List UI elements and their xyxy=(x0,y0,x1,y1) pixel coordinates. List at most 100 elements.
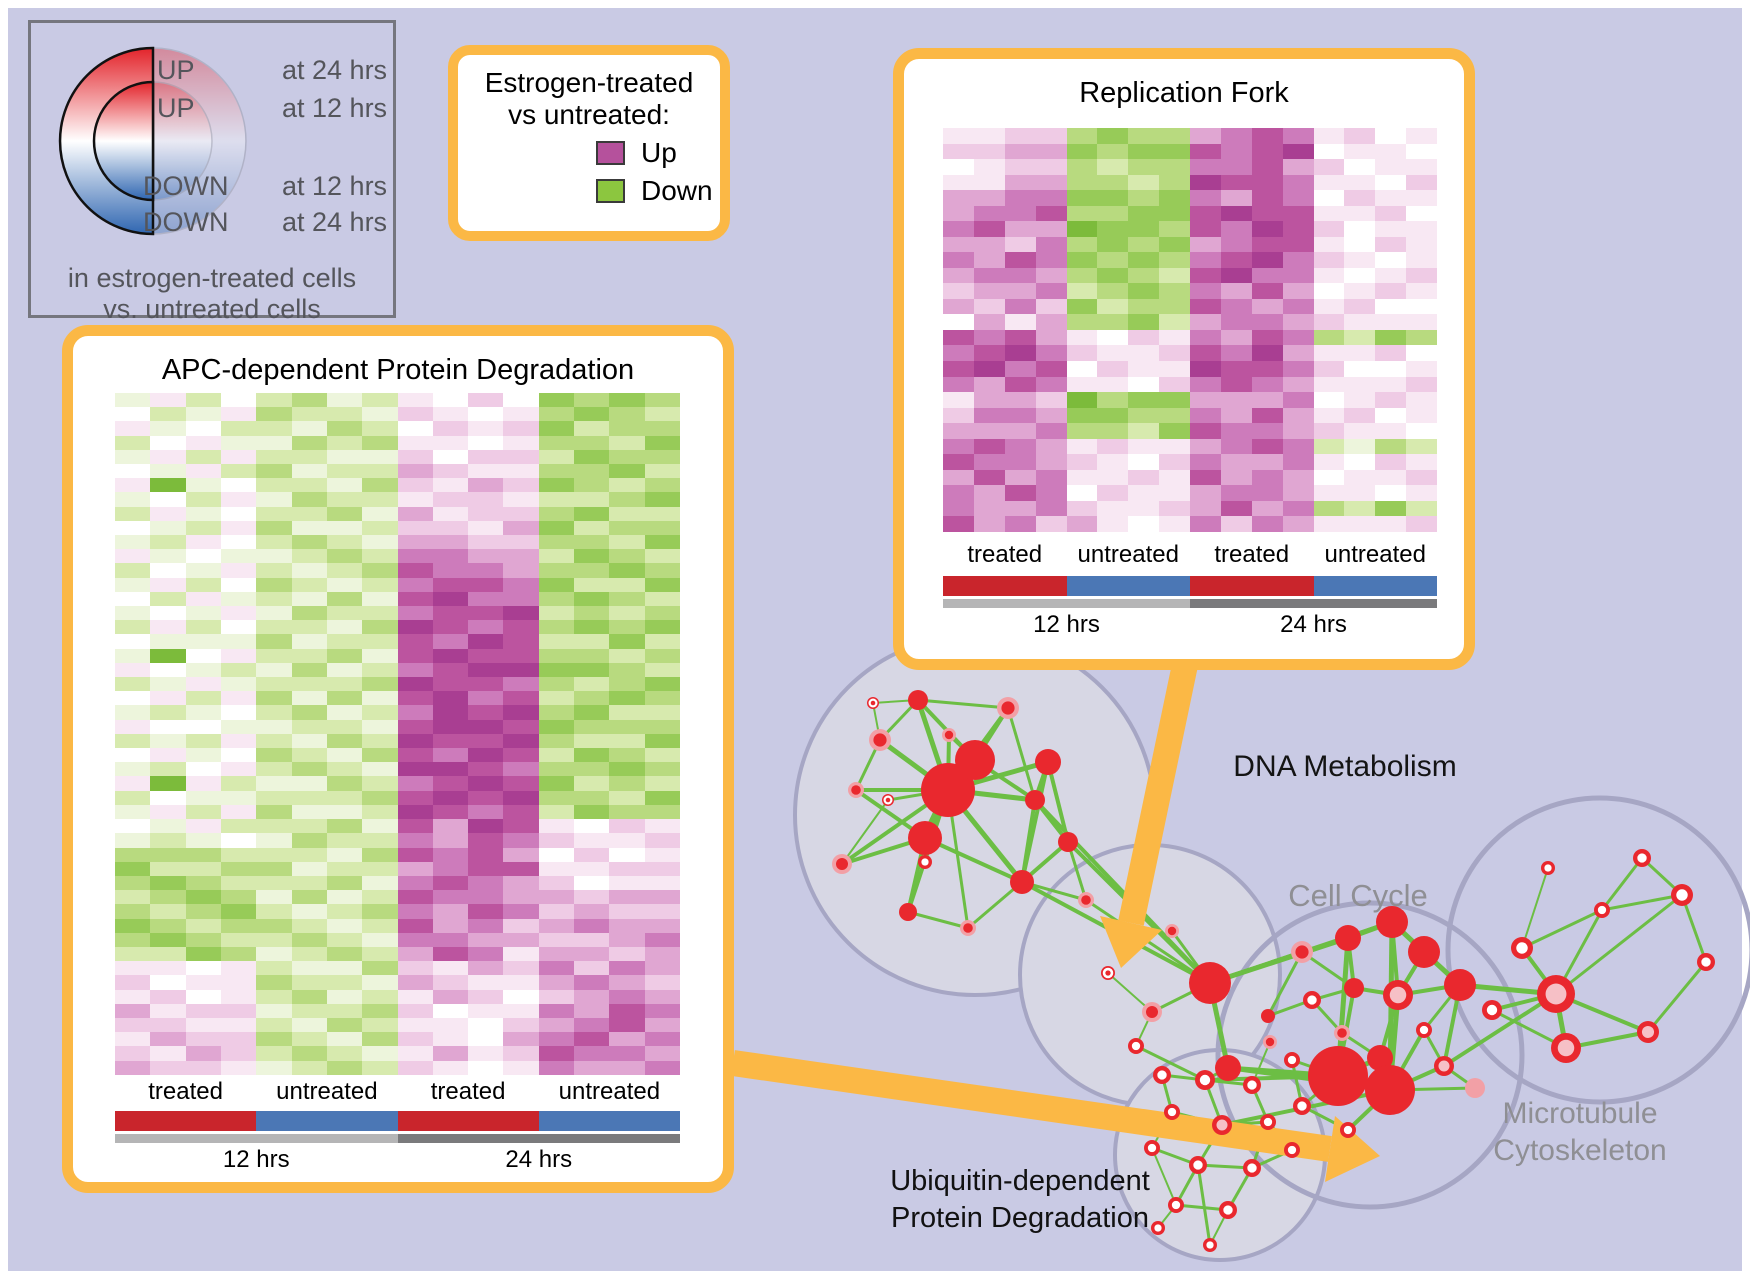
gene-node-ring-center xyxy=(1263,1117,1273,1127)
network-edge xyxy=(1521,867,1549,949)
inner-circle-left-half xyxy=(92,80,155,202)
gene-node-ring-center xyxy=(1516,942,1528,954)
legend-row-down-24: DOWN at 24 hrs xyxy=(143,207,387,238)
gene-node-solid xyxy=(1365,1065,1415,1115)
replication-fork-title: Replication Fork xyxy=(1079,77,1289,109)
gene-node-ring-center xyxy=(1486,1004,1498,1016)
direction-label: UP xyxy=(157,93,195,123)
down-color-swatch xyxy=(596,179,625,203)
gene-node-ring-center xyxy=(1544,864,1552,872)
replication-fork-condition-bars xyxy=(943,576,1437,596)
gene-node-halo-core xyxy=(873,733,887,747)
gene-node-pink xyxy=(1465,1078,1485,1098)
time-label: at 24 hrs xyxy=(282,55,388,85)
gene-node-ring-center xyxy=(1147,1143,1157,1153)
gene-node-solid xyxy=(1010,870,1034,894)
gene-node-ring-center xyxy=(1171,1200,1181,1210)
gene-node-ring-center xyxy=(1307,995,1317,1005)
gene-node-solid xyxy=(1376,906,1408,938)
direction-label: DOWN xyxy=(143,207,229,237)
gene-node-ring-center xyxy=(1193,1160,1203,1170)
ubiquitin-label-line1: Ubiquitin-dependent xyxy=(890,1165,1150,1197)
gene-node-solid xyxy=(1335,925,1361,951)
time-label: at 12 hrs xyxy=(282,93,388,123)
gene-node-ring-center xyxy=(1247,1080,1257,1090)
updown-color-legend: Estrogen-treated vs untreated: Up Down xyxy=(448,45,730,241)
gene-node-ring-center xyxy=(1297,1101,1307,1111)
up-color-swatch xyxy=(596,141,625,165)
network-edge xyxy=(1151,1147,1177,1206)
network-edge xyxy=(1197,1163,1253,1170)
up-label: Up xyxy=(641,137,677,168)
flow-arrow-shaft xyxy=(731,1050,1332,1162)
apc-degradation-heatmap xyxy=(115,393,680,1075)
network-edge xyxy=(924,836,1023,884)
updown-legend-title-line1: Estrogen-treated xyxy=(484,67,694,98)
time-direction-legend: UP at 24 hrs UP at 12 hrs DOWN at 12 hrs… xyxy=(28,20,396,324)
gene-node-solid xyxy=(921,763,975,817)
gene-node-solid xyxy=(1344,978,1364,998)
network-edge xyxy=(1442,992,1558,1068)
gene-node-ring-center xyxy=(1206,1241,1214,1249)
gene-node-halo-core xyxy=(1295,945,1309,959)
network-edge xyxy=(1006,707,1037,801)
network-edge xyxy=(1033,798,1212,985)
network-edge xyxy=(917,698,1009,710)
apc-time-bars xyxy=(115,1134,680,1143)
gene-node-ring-center xyxy=(1287,1145,1297,1155)
ubiquitin-label-line2: Protein Degradation xyxy=(891,1202,1149,1234)
gene-node-solid xyxy=(1035,749,1061,775)
cell-cycle-label: Cell Cycle xyxy=(1288,878,1428,913)
dna-metabolism-label: DNA Metabolism xyxy=(1233,750,1457,783)
gene-node-halo-core xyxy=(1001,701,1015,715)
apc-degradation-panel: APC-dependent Protein Degradation treate… xyxy=(62,325,734,1193)
gene-node-halo-core xyxy=(944,730,954,740)
apc-time-labels: 12 hrs 24 hrs xyxy=(222,1146,573,1173)
network-edge xyxy=(1646,961,1708,1033)
gene-node-solid xyxy=(955,740,995,780)
inner-circle-right-half xyxy=(152,81,213,201)
microtubule-label-line2: Cytoskeleton xyxy=(1493,1134,1667,1167)
cluster-microtubule-cytoskeleton xyxy=(1445,795,1750,1105)
gene-node-ring-center xyxy=(1701,957,1711,967)
network-edge xyxy=(1266,951,1304,1017)
legend-row-down-12: DOWN at 12 hrs xyxy=(143,171,387,202)
updown-legend-title: Estrogen-treated vs untreated: xyxy=(458,67,720,131)
flow-arrow-shaft xyxy=(1118,657,1199,926)
gene-node-ring-center xyxy=(1637,853,1647,863)
gene-node-ring-center xyxy=(1154,1224,1162,1232)
gene-node-halo-core xyxy=(1146,1006,1158,1018)
apc-condition-bars xyxy=(115,1111,680,1131)
updown-legend-title-line2: vs untreated: xyxy=(508,99,670,130)
network-edge xyxy=(1555,893,1683,996)
gene-node-halo-core xyxy=(1265,1037,1275,1047)
replication-fork-time-labels: 12 hrs 24 hrs xyxy=(1033,611,1347,638)
gene-node-ring-center xyxy=(921,858,929,866)
gene-node-pink-center xyxy=(1438,1060,1450,1072)
apc-degradation-title: APC-dependent Protein Degradation xyxy=(161,354,635,386)
gene-node-dot-core xyxy=(885,797,891,803)
gene-node-pink-center xyxy=(1545,983,1567,1005)
gene-node-ring-center xyxy=(1343,1125,1353,1135)
time-label: at 24 hrs xyxy=(282,207,388,237)
gene-node-pink-center xyxy=(1216,1119,1228,1131)
gene-node-pink-center xyxy=(1389,986,1407,1004)
legend-row-up-12: UP at 12 hrs xyxy=(157,93,387,124)
microtubule-label-line1: Microtubule xyxy=(1502,1097,1658,1130)
gene-node-halo-core xyxy=(836,858,848,870)
gene-node-ring-center xyxy=(1131,1041,1141,1051)
direction-label: DOWN xyxy=(143,171,229,201)
updown-circle-diagram xyxy=(58,46,247,236)
legend-caption: in estrogen-treated cells vs. untreated … xyxy=(31,263,393,325)
flow-arrow-head xyxy=(1100,916,1162,968)
legend-caption-line1: in estrogen-treated cells xyxy=(67,263,357,293)
network-edge xyxy=(907,910,969,930)
gene-node-solid xyxy=(1058,832,1078,852)
gene-node-solid xyxy=(1367,1045,1393,1071)
network-edge xyxy=(1680,894,1708,963)
gene-node-solid xyxy=(1261,1009,1275,1023)
network-edge xyxy=(1521,908,1603,950)
down-label: Down xyxy=(641,175,713,206)
network-edge xyxy=(1020,799,1037,883)
replication-fork-panel: Replication Fork treated untreated treated… xyxy=(893,48,1475,670)
